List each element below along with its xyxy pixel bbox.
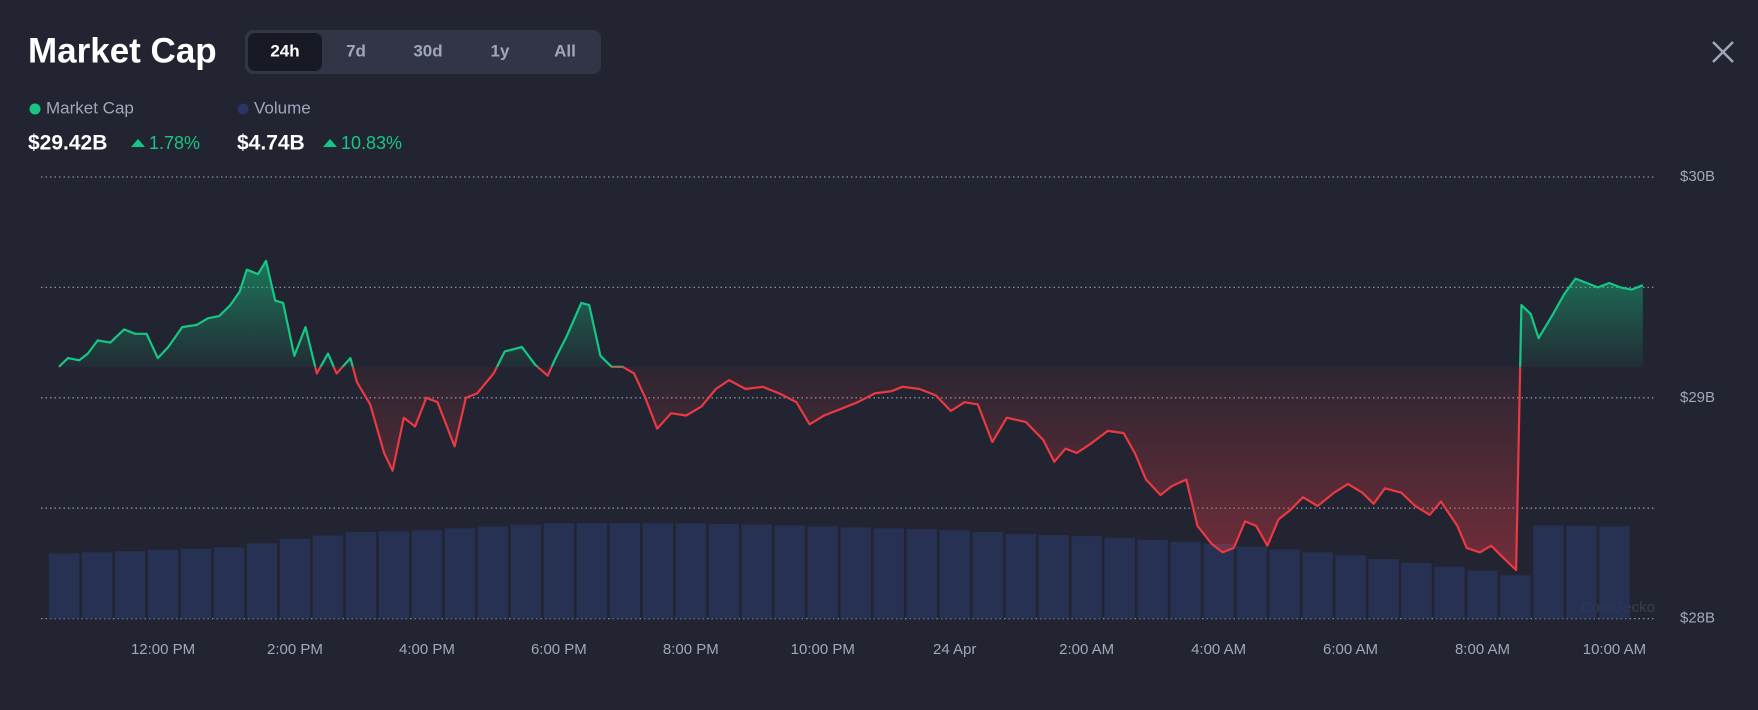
volume-bar	[543, 523, 575, 619]
volume-bar	[642, 523, 674, 619]
legend-label: Market Cap	[46, 98, 134, 117]
stat-value: $29.42B	[28, 132, 107, 155]
x-tick-label: 24 Apr	[933, 641, 976, 658]
tab[interactable]: 7d	[346, 41, 366, 60]
tab[interactable]: 30d	[413, 41, 442, 60]
volume-bar	[378, 531, 410, 619]
x-tick-label: 6:00 PM	[531, 641, 587, 658]
volume-bar	[81, 552, 113, 619]
y-tick-label: $29B	[1680, 389, 1715, 406]
x-tick-label: 12:00 PM	[131, 641, 195, 658]
stat-change: 1.78%	[149, 133, 200, 153]
volume-bar	[1533, 525, 1564, 619]
volume-bar	[840, 527, 871, 619]
x-tick-label: 10:00 AM	[1583, 641, 1646, 658]
volume-bar	[609, 523, 641, 619]
volume-bar	[1170, 541, 1201, 619]
area-up	[58, 260, 1643, 367]
x-tick-label: 8:00 AM	[1455, 641, 1510, 658]
legend-marker	[237, 103, 249, 115]
volume-bar	[345, 532, 377, 619]
volume-bar	[510, 524, 542, 619]
area-down	[58, 366, 1521, 570]
volume-bar	[444, 528, 476, 619]
tab-active-bg	[248, 33, 322, 71]
volume-bar	[1236, 546, 1267, 619]
tab-bar	[245, 30, 601, 74]
volume-bar	[1500, 575, 1531, 619]
volume-bar	[807, 526, 838, 619]
volume-bar	[873, 528, 904, 619]
stat-change: 10.83%	[341, 133, 402, 153]
volume-bar	[939, 530, 970, 619]
volume-bar	[312, 535, 344, 619]
x-tick-label: 6:00 AM	[1323, 641, 1378, 658]
volume-bar	[213, 547, 245, 619]
line-up	[58, 259, 1644, 367]
volume-bar	[708, 524, 739, 619]
x-tick-label: 8:00 PM	[663, 641, 719, 658]
volume-bar	[1302, 552, 1333, 619]
volume-bar	[279, 538, 311, 619]
volume-bar	[1335, 555, 1366, 619]
volume-bar	[1269, 549, 1300, 619]
volume-bar	[411, 530, 443, 619]
close-button[interactable]	[1712, 41, 1734, 63]
volume-bar	[1599, 526, 1630, 619]
volume-bar	[1368, 559, 1399, 619]
x-tick-label: 4:00 AM	[1191, 641, 1246, 658]
volume-bar	[741, 524, 772, 619]
volume-bar	[1038, 535, 1069, 619]
legend-marker	[29, 103, 41, 115]
up-arrow	[131, 139, 145, 147]
tab[interactable]: 1y	[491, 41, 510, 60]
volume-bar	[675, 523, 706, 619]
volume-bar	[1401, 562, 1432, 619]
volume-bar	[1005, 534, 1036, 619]
chart-title: Market Cap	[28, 31, 217, 70]
volume-bar	[180, 548, 212, 619]
volume-bar	[906, 529, 937, 619]
x-tick-label: 2:00 AM	[1059, 641, 1114, 658]
volume-bar	[1104, 537, 1135, 619]
y-tick-label: $30B	[1680, 168, 1715, 185]
volume-bar	[147, 550, 179, 619]
volume-bar	[114, 551, 146, 619]
volume-bar	[48, 553, 80, 619]
volume-bar	[1566, 526, 1597, 619]
volume-bar	[1071, 536, 1102, 619]
y-tick-label: $28B	[1680, 610, 1715, 627]
x-tick-label: 4:00 PM	[399, 641, 455, 658]
tab[interactable]: All	[554, 41, 576, 60]
volume-bar	[246, 543, 278, 619]
volume-bar	[477, 526, 509, 619]
stat-value: $4.74B	[237, 132, 305, 155]
line-down	[58, 366, 1522, 572]
x-tick-label: 2:00 PM	[267, 641, 323, 658]
volume-bar	[1203, 543, 1234, 619]
tab[interactable]: 24h	[270, 41, 299, 60]
volume-bar	[774, 525, 805, 619]
legend-label: Volume	[254, 98, 311, 117]
volume-bar	[1137, 539, 1168, 619]
volume-bar	[576, 523, 608, 619]
volume-bar	[1467, 570, 1498, 619]
x-tick-label: 10:00 PM	[791, 641, 855, 658]
volume-bar	[1434, 566, 1465, 619]
up-arrow	[323, 139, 337, 147]
volume-bar	[972, 532, 1003, 619]
